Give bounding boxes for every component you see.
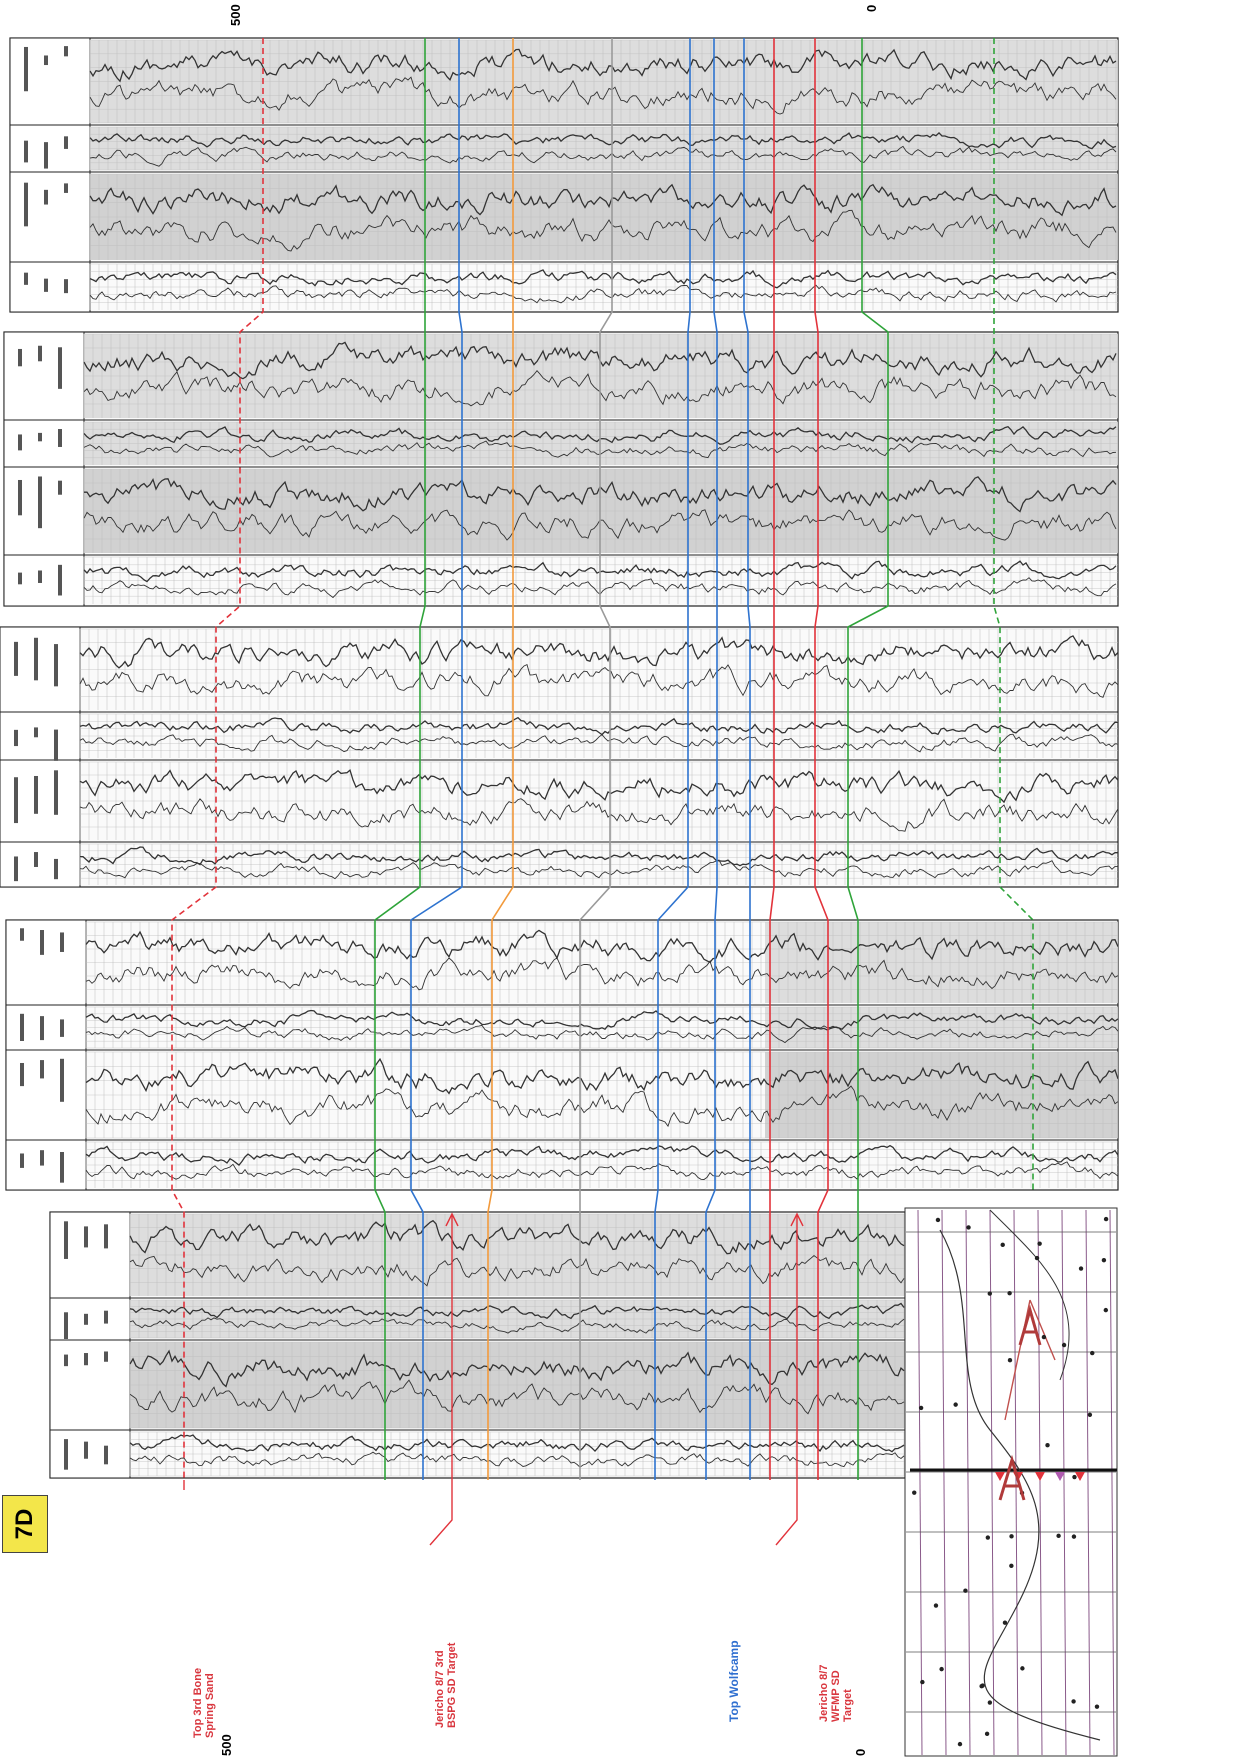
map-pin-icon bbox=[1075, 1472, 1085, 1481]
map-pin-icon bbox=[918, 1405, 924, 1411]
target-arrow-icon bbox=[429, 1215, 453, 1546]
correlation-line-blue-3 bbox=[705, 38, 718, 1480]
log-panel-1 bbox=[9, 37, 1119, 313]
map-pin-icon bbox=[1045, 1443, 1050, 1448]
map-pin-icon bbox=[987, 1291, 993, 1296]
map-pin-icon bbox=[985, 1535, 991, 1540]
panel-tag: 7D bbox=[2, 1495, 48, 1553]
location-map bbox=[904, 1207, 1118, 1757]
map-pin-icon bbox=[1078, 1266, 1084, 1271]
scale-label-bottom-right: 0 bbox=[853, 1748, 868, 1756]
target-arrow-icon bbox=[775, 1215, 798, 1546]
map-pin-icon bbox=[1035, 1472, 1045, 1481]
label-top-3rd-bone-spring-sand: Top 3rd Bone Spring Sand bbox=[192, 1667, 216, 1738]
map-pin-icon bbox=[1071, 1534, 1077, 1539]
map-pin-icon bbox=[1041, 1334, 1047, 1340]
correlation-line-gray bbox=[579, 38, 613, 1480]
map-pin-icon bbox=[963, 1588, 968, 1593]
correlation-line-blue-4 bbox=[743, 38, 751, 1480]
panel-header bbox=[0, 626, 81, 888]
map-pin-icon bbox=[935, 1217, 941, 1223]
log-panel-4 bbox=[5, 919, 1119, 1191]
correlation-lines bbox=[171, 38, 1034, 1546]
map-pin-icon bbox=[1009, 1534, 1014, 1539]
panel-header bbox=[5, 919, 87, 1191]
map-pin-icon bbox=[1061, 1342, 1067, 1348]
map-pin-icon bbox=[953, 1402, 958, 1407]
map-pin-icon bbox=[1103, 1307, 1109, 1313]
map-pin-icon bbox=[1007, 1358, 1013, 1363]
map-pin-icon bbox=[957, 1741, 963, 1747]
map-pin-icon bbox=[1007, 1290, 1012, 1296]
scale-label-bottom-left: 500 bbox=[219, 1734, 234, 1756]
map-pin-icon bbox=[920, 1679, 925, 1685]
correlation-line-red-3 bbox=[814, 38, 829, 1480]
map-pin-icon bbox=[1094, 1704, 1100, 1709]
scale-label-top-right: 0 bbox=[864, 4, 879, 12]
panel-frame bbox=[0, 626, 1119, 888]
map-pin-icon bbox=[1071, 1699, 1076, 1704]
map-pin-icon bbox=[1072, 1474, 1077, 1480]
log-panel-2 bbox=[3, 331, 1119, 607]
map-pin-icon bbox=[1002, 1620, 1008, 1625]
scale-label-top-left: 500 bbox=[228, 4, 243, 26]
map-pin-icon bbox=[1037, 1241, 1042, 1246]
map-pin-icon bbox=[1090, 1350, 1095, 1356]
map-pin-icon bbox=[1055, 1472, 1065, 1481]
map-pin-icon bbox=[995, 1472, 1005, 1481]
map-pin-icon bbox=[987, 1700, 993, 1705]
correlation-line-red-1 bbox=[171, 38, 264, 1480]
map-pin-icon bbox=[933, 1603, 939, 1608]
label-jericho-3rd-bspg-target: Jericho 8/7 3rd BSPG SD Target bbox=[434, 1642, 458, 1728]
map-pin-icon bbox=[939, 1666, 944, 1672]
map-pin-icon bbox=[1000, 1242, 1005, 1248]
label-top-wolfcamp: Top Wolfcamp bbox=[727, 1640, 741, 1722]
log-panel-5 bbox=[49, 1211, 906, 1479]
map-pin-icon bbox=[912, 1490, 917, 1495]
correlation-line-blue-2 bbox=[654, 38, 691, 1480]
map-pin-icon bbox=[966, 1225, 971, 1230]
map-pin-icon bbox=[984, 1731, 990, 1737]
map-pin-icon bbox=[979, 1684, 984, 1689]
log-panels bbox=[0, 37, 1119, 1479]
correlation-line-blue-1 bbox=[410, 38, 463, 1480]
panel-header bbox=[3, 331, 85, 607]
label-jericho-wfmp-target: Jericho 8/7 WFMP SD Target bbox=[818, 1664, 854, 1722]
panel-header bbox=[9, 37, 91, 313]
correlation-line-red-2 bbox=[769, 38, 775, 1480]
map-pin-icon bbox=[1056, 1533, 1061, 1539]
map-pin-icon bbox=[1009, 1563, 1014, 1569]
map-pin-icon bbox=[1020, 1666, 1025, 1671]
log-panel-3 bbox=[0, 626, 1119, 888]
correlation-line-green-1 bbox=[374, 38, 426, 1480]
correlation-line-green-2 bbox=[847, 38, 889, 1480]
map-pin-icon bbox=[1103, 1216, 1109, 1222]
panel-tag-text: 7D bbox=[11, 1508, 38, 1540]
panel-header bbox=[49, 1211, 131, 1479]
correlation-line-orange bbox=[487, 38, 514, 1480]
map-pin-icon bbox=[1087, 1412, 1093, 1418]
map-pin-icon bbox=[1034, 1255, 1040, 1261]
map-pin-icon bbox=[1101, 1257, 1107, 1263]
